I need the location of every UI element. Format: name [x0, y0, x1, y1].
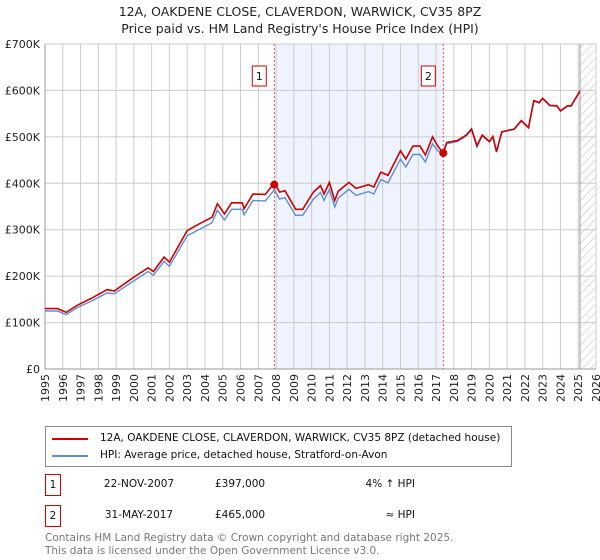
x-tick-label: 2024 [554, 374, 567, 402]
x-tick-label: 1996 [57, 374, 70, 402]
x-tick-label: 2000 [128, 374, 141, 402]
sale-number: 1 [45, 474, 61, 496]
sale-row-1: 1 22-NOV-2007 £397,000 4% ↑ HPI [45, 474, 445, 496]
x-tick-label: 2022 [519, 374, 532, 402]
x-tick-label: 2006 [235, 374, 248, 402]
x-tick-label: 2010 [306, 374, 319, 402]
sale-hpi-compare: ≈ HPI [385, 509, 415, 521]
x-tick-label: 2001 [146, 374, 159, 402]
footer-licence: This data is licensed under the Open Gov… [45, 545, 380, 557]
sale-row-2: 2 31-MAY-2017 £465,000 ≈ HPI [45, 505, 445, 527]
sale-price: £397,000 [215, 478, 266, 490]
x-tick-label: 2017 [430, 374, 443, 402]
legend-swatch-hpi [52, 454, 88, 457]
x-tick-label: 2013 [359, 374, 372, 402]
x-tick-label: 1995 [39, 374, 52, 402]
x-tick-label: 2019 [466, 374, 479, 402]
x-tick-label: 2026 [590, 374, 600, 402]
sale-date: 22-NOV-2007 [103, 478, 175, 490]
x-tick-label: 2015 [394, 374, 407, 402]
y-tick-label: £700K [5, 38, 41, 51]
y-tick-label: £500K [5, 131, 41, 144]
y-tick-label: £300K [5, 224, 41, 237]
y-tick-label: £400K [5, 177, 41, 190]
legend-label-property: 12A, OAKDENE CLOSE, CLAVERDON, WARWICK, … [100, 432, 501, 444]
sale-point [270, 180, 279, 189]
x-tick-label: 2007 [252, 374, 265, 402]
x-tick-label: 2004 [199, 374, 212, 402]
y-tick-label: £100K [5, 317, 41, 330]
x-tick-label: 1997 [75, 374, 88, 402]
shaded-period [274, 44, 444, 369]
plot-area: 1995 1996 1997 1998 1999 2000 2001 2002 2003 2004… [5, 38, 600, 402]
sale-hpi-compare: 4% ↑ HPI [365, 478, 415, 490]
x-tick-label: 2016 [412, 374, 425, 402]
annotation-box [420, 65, 436, 87]
forecast-hatch [580, 44, 596, 369]
legend: 12A, OAKDENE CLOSE, CLAVERDON, WARWICK, … [45, 426, 512, 467]
x-tick-label: 2009 [288, 374, 301, 402]
legend-swatch-property [52, 437, 88, 440]
x-tick-label: 2011 [323, 374, 336, 402]
x-tick-label: 1998 [92, 374, 105, 402]
sale-point [439, 149, 448, 158]
property-series-line [45, 90, 581, 314]
y-tick-label: £200K [5, 270, 41, 283]
footer-copyright: Contains HM Land Registry data © Crown c… [45, 532, 454, 544]
x-tick-label: 2025 [572, 374, 585, 402]
x-tick-label: 2023 [537, 374, 550, 402]
x-tick-label: 2002 [163, 374, 176, 402]
x-tick-label: 2003 [181, 374, 194, 402]
x-tick-label: 2005 [217, 374, 230, 402]
legend-label-hpi: HPI: Average price, detached house, Stra… [100, 449, 388, 461]
x-tick-label: 2012 [341, 374, 354, 402]
chart-title: 12A, OAKDENE CLOSE, CLAVERDON, WARWICK, … [118, 4, 482, 19]
y-tick-label: £600K [5, 84, 41, 97]
sale-price: £465,000 [215, 509, 266, 521]
x-tick-label: 2018 [448, 374, 461, 402]
sale-number: 2 [45, 505, 61, 527]
legend-item-hpi: HPI: Average price, detached house, Stra… [52, 449, 387, 462]
annotation-label: 2 [425, 70, 432, 83]
legend-item-property: 12A, OAKDENE CLOSE, CLAVERDON, WARWICK, … [52, 432, 500, 445]
y-tick-label: £0 [26, 363, 40, 376]
x-tick-label: 2008 [270, 374, 283, 402]
chart-subtitle: Price paid vs. HM Land Registry's House … [121, 21, 479, 36]
x-tick-label: 1999 [110, 374, 123, 402]
sale-date: 31-MAY-2017 [104, 509, 174, 521]
x-tick-label: 2021 [501, 374, 514, 402]
annotation-box [251, 65, 267, 87]
annotation-label: 1 [256, 70, 263, 83]
x-tick-label: 2020 [483, 374, 496, 402]
x-tick-label: 2014 [377, 374, 390, 402]
